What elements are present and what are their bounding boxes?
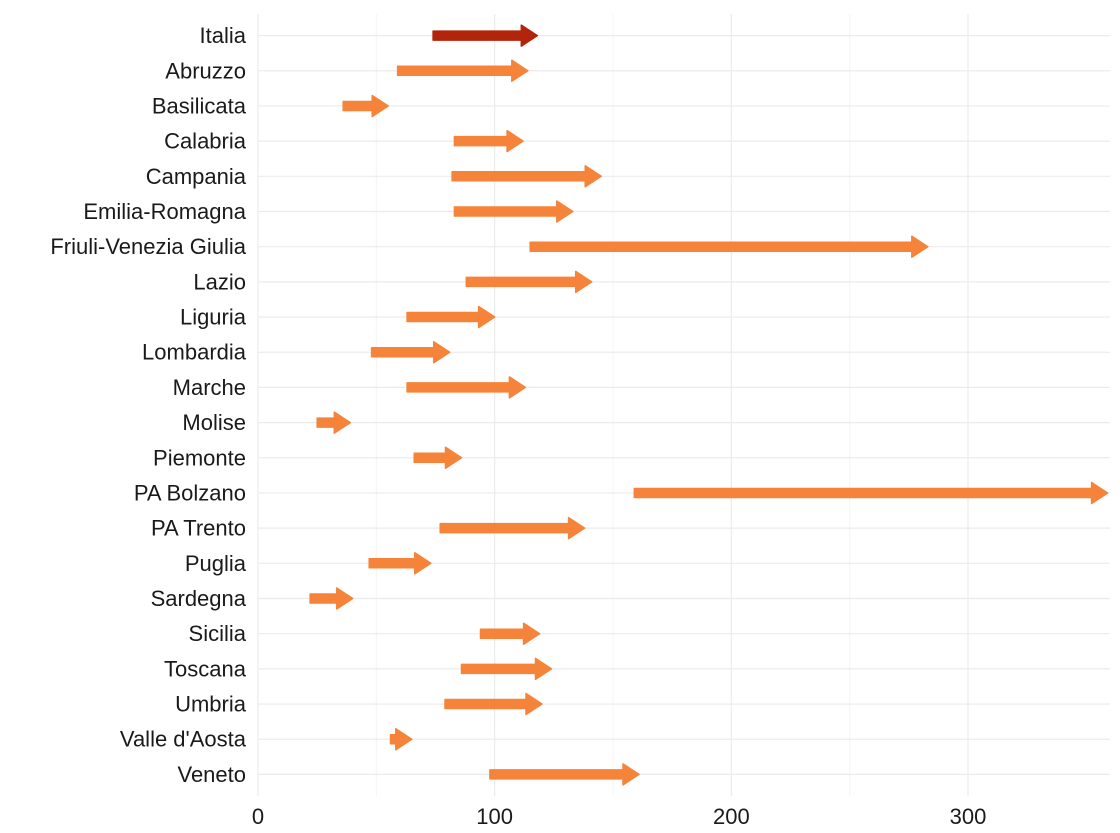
y-tick-label: Valle d'Aosta xyxy=(120,727,247,752)
arrow-shape xyxy=(439,516,586,540)
arrow-mark xyxy=(529,235,929,258)
arrow-mark xyxy=(370,340,451,364)
arrow-shape xyxy=(479,622,541,645)
arrow-shape xyxy=(489,763,640,786)
arrow-mark xyxy=(389,727,413,751)
x-tick-label: 200 xyxy=(713,804,750,829)
arrows xyxy=(309,24,1109,786)
arrow-shape xyxy=(316,411,352,434)
arrow-shape xyxy=(453,200,574,223)
arrow-mark xyxy=(453,129,524,153)
arrow-mark xyxy=(309,587,354,610)
arrow-shape xyxy=(451,165,602,188)
arrow-shape xyxy=(342,94,389,118)
arrow-mark xyxy=(342,94,389,118)
arrow-shape xyxy=(309,587,354,610)
arrow-mark xyxy=(453,200,574,223)
y-tick-label: Abruzzo xyxy=(165,58,246,83)
arrow-mark xyxy=(633,481,1109,505)
arrow-mark xyxy=(444,692,543,716)
arrow-shape xyxy=(465,270,593,294)
arrow-mark xyxy=(413,446,463,470)
arrow-mark xyxy=(368,552,432,575)
y-tick-label: Umbria xyxy=(175,692,247,717)
y-tick-label: Veneto xyxy=(177,762,246,787)
arrow-mark xyxy=(489,763,640,786)
y-tick-label: PA Trento xyxy=(151,516,246,541)
arrow-mark xyxy=(432,24,539,47)
x-axis-labels: 0 100 200 300 xyxy=(252,804,986,829)
arrow-mark xyxy=(460,657,553,681)
y-tick-label: Emilia-Romagna xyxy=(83,199,246,224)
arrow-shape xyxy=(444,692,543,716)
y-tick-label: Molise xyxy=(182,410,246,435)
arrow-shape xyxy=(460,657,553,681)
y-tick-label: Calabria xyxy=(164,129,247,154)
y-tick-label: Sicilia xyxy=(189,621,247,646)
arrow-shape xyxy=(368,552,432,575)
arrow-shape xyxy=(406,305,496,329)
y-tick-label: Basilicata xyxy=(152,93,247,118)
y-tick-label: Piemonte xyxy=(153,445,246,470)
y-tick-label: Italia xyxy=(200,23,247,48)
y-tick-label: Liguria xyxy=(180,305,247,330)
x-tick-label: 0 xyxy=(252,804,264,829)
arrow-shape xyxy=(432,24,539,47)
arrow-shape xyxy=(370,340,451,364)
arrow-mark xyxy=(465,270,593,294)
x-tick-label: 300 xyxy=(950,804,987,829)
arrow-shape xyxy=(529,235,929,258)
arrow-shape xyxy=(396,59,529,83)
y-tick-label: Campania xyxy=(146,164,247,189)
y-tick-label: PA Bolzano xyxy=(134,480,246,505)
y-tick-label: Toscana xyxy=(164,656,247,681)
y-tick-label: Marche xyxy=(173,375,246,400)
arrow-mark xyxy=(316,411,352,434)
arrow-mark xyxy=(396,59,529,83)
y-tick-label: Lazio xyxy=(193,269,246,294)
arrow-mark xyxy=(479,622,541,645)
arrow-shape xyxy=(413,446,463,470)
arrow-shape xyxy=(453,129,524,153)
arrow-mark xyxy=(406,376,527,399)
grid xyxy=(257,14,1110,796)
arrow-shape xyxy=(406,376,527,399)
y-tick-label: Lombardia xyxy=(142,340,247,365)
y-tick-label: Friuli-Venezia Giulia xyxy=(50,234,246,259)
y-tick-label: Puglia xyxy=(185,551,247,576)
arrow-shape xyxy=(633,481,1109,505)
y-tick-label: Sardegna xyxy=(151,586,247,611)
y-axis-labels: Italia Abruzzo Basilicata Calabria Campania E… xyxy=(50,23,246,787)
arrow-mark xyxy=(406,305,496,329)
arrow-mark xyxy=(451,165,602,188)
x-tick-label: 100 xyxy=(476,804,513,829)
arrow-mark xyxy=(439,516,586,540)
arrow-shape xyxy=(389,727,413,751)
